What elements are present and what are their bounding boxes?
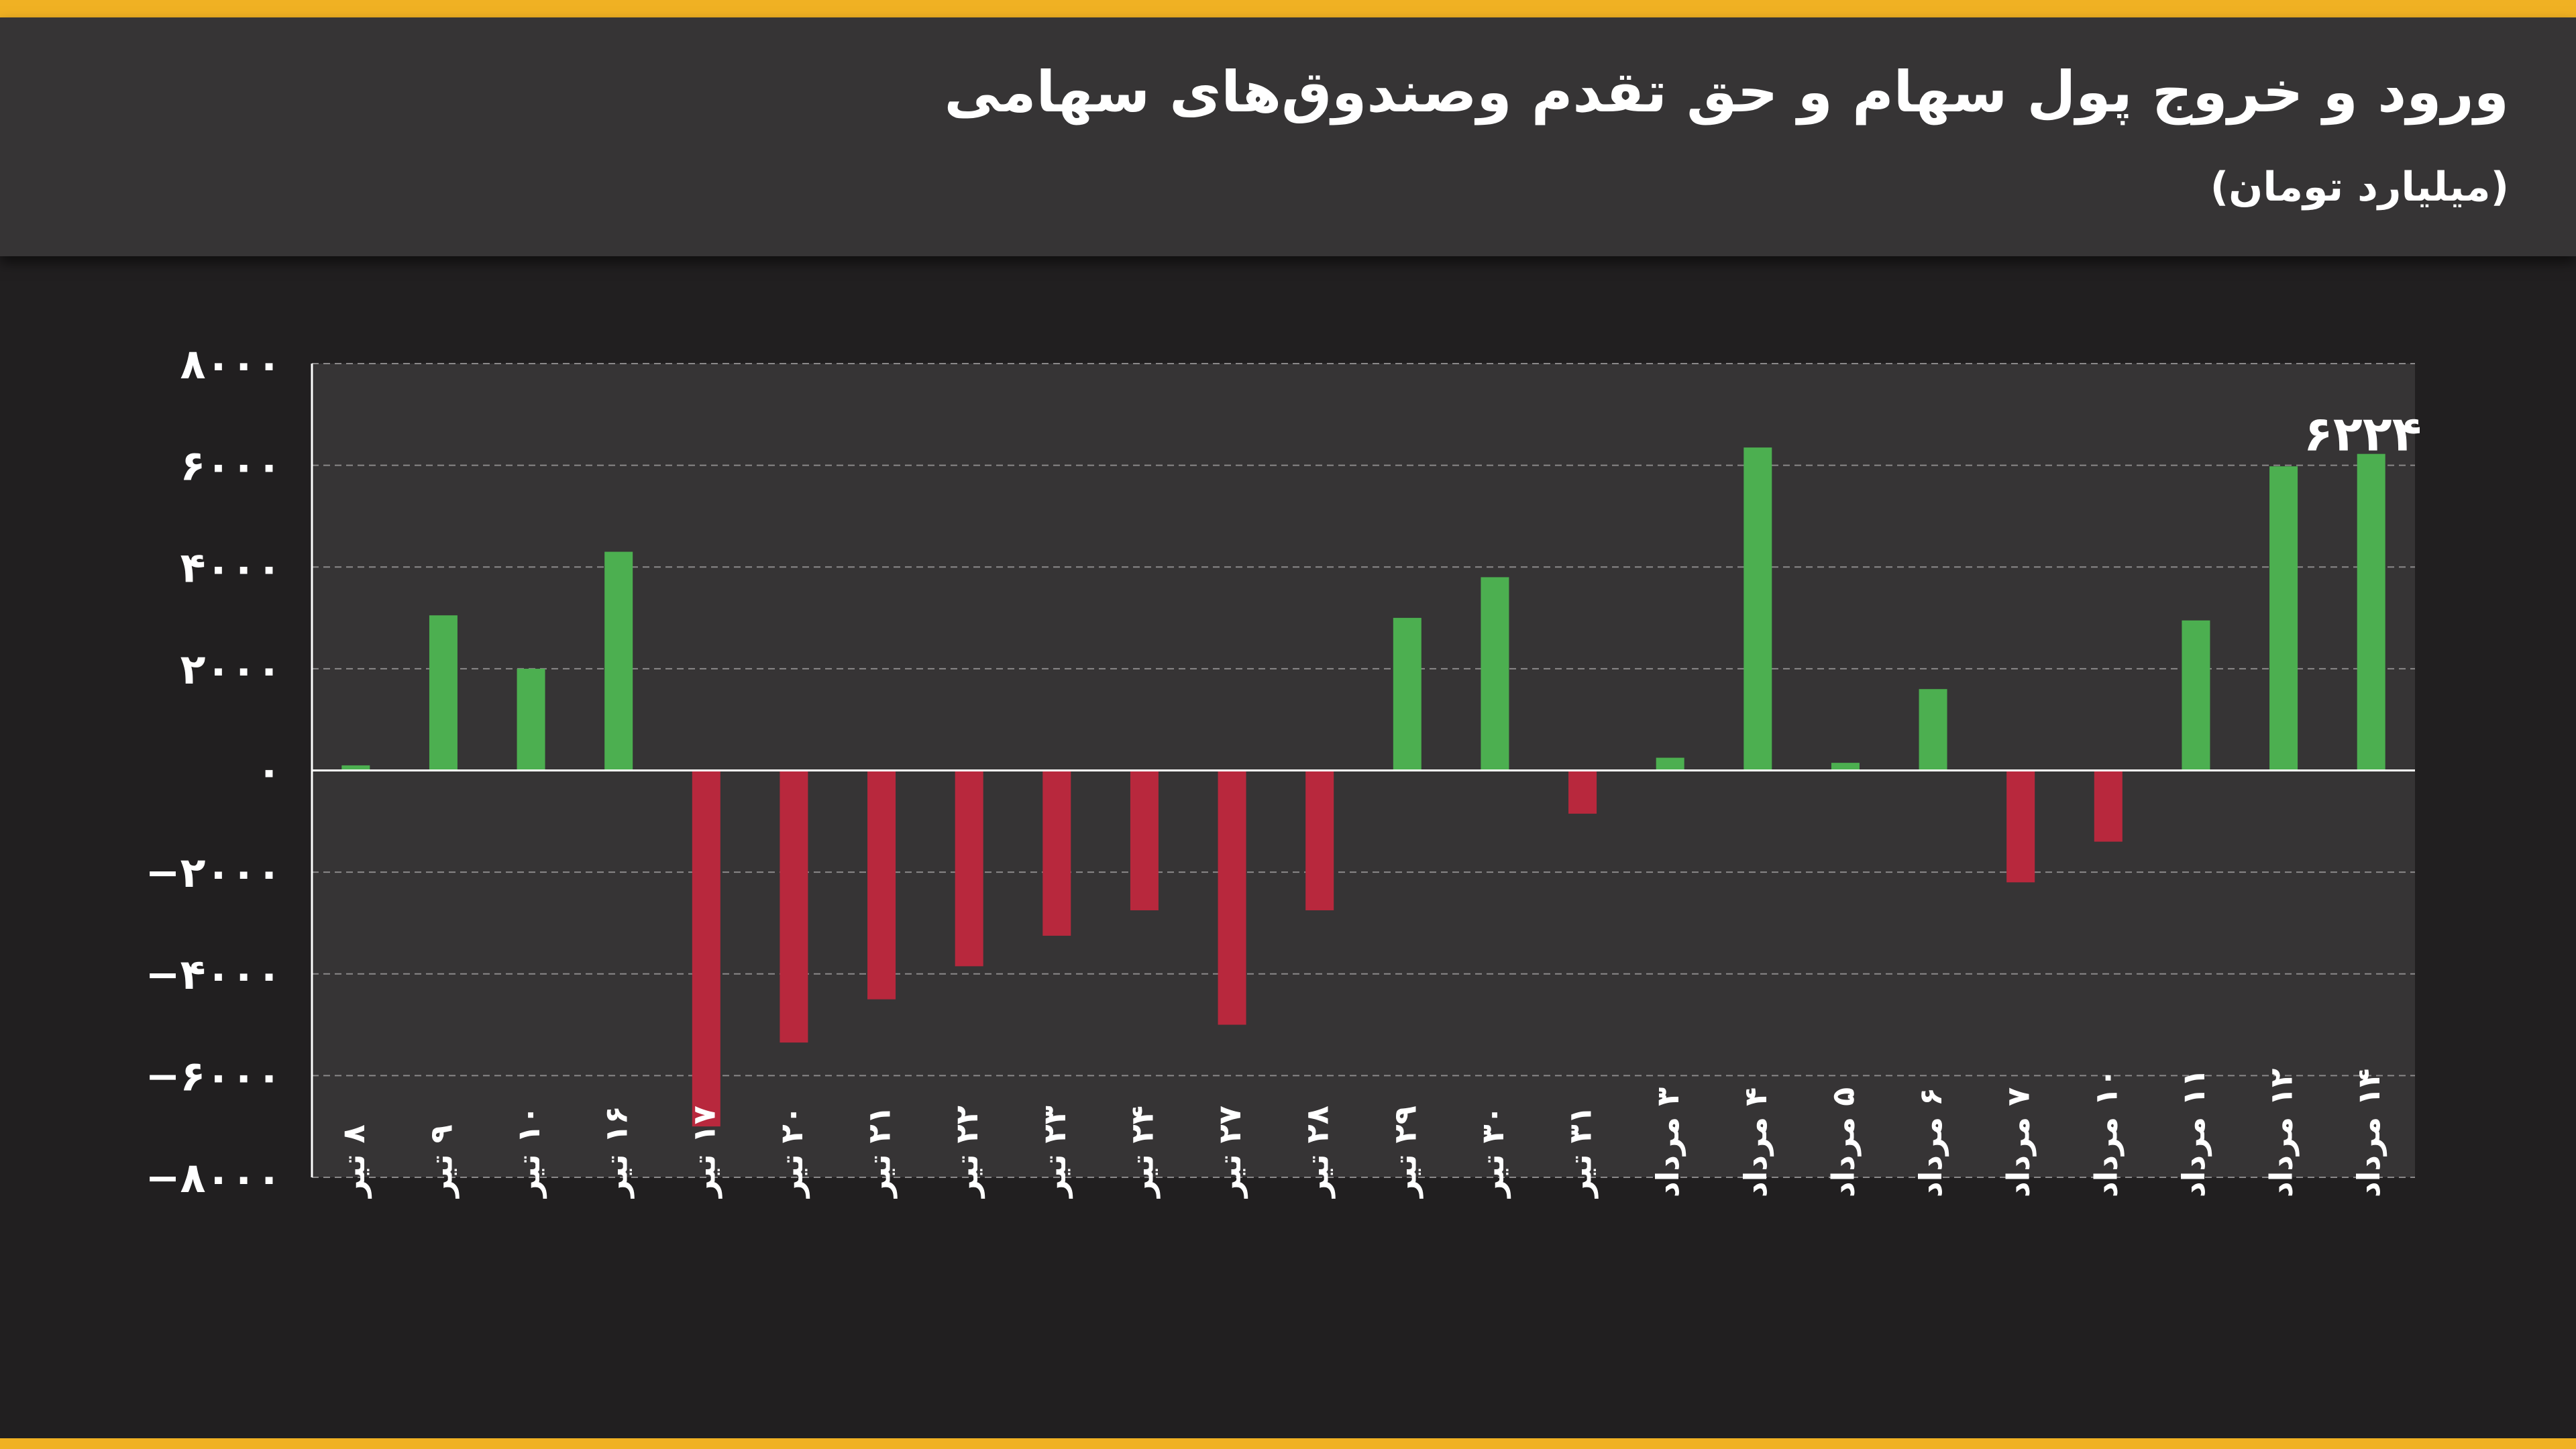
bar-chart: ۸۰۰۰ ۶۰۰۰ ۴۰۰۰ ۲۰۰۰ ۰ −۲۰۰۰ −۴۰۰۰ −۶۰۰۰ −۸۰۰۰ ۸ ت… [146,339,2422,1202]
chart-header: ورود و خروج پول سهام و حق تقدم وصندوق‌ها… [0,17,2576,256]
x-tick-label: ۳ مرداد [1650,1087,1686,1197]
bar [1393,618,1421,771]
bar [2094,770,2123,842]
bar [1568,770,1597,814]
x-tick-label: ۲۳ تیر [1036,1106,1073,1199]
bar [341,765,370,771]
bar [2182,620,2210,771]
bottom-accent-bar [0,1438,2576,1449]
x-tick-label: ۱۶ تیر [598,1106,635,1199]
bar [1481,577,1509,771]
x-tick-label: ۷ مرداد [2000,1087,2037,1197]
y-tick-label: ۲۰۰۰ [180,645,282,694]
y-tick-label: −۲۰۰۰ [146,848,282,897]
x-tick-label: ۱۰ تیر [511,1106,547,1199]
x-tick-label: ۲۱ تیر [861,1106,898,1199]
y-tick-label: −۶۰۰۰ [146,1051,282,1100]
bar [867,770,896,1000]
bar [1919,689,1947,771]
bar [429,615,458,771]
x-tick-label: ۱۲ مرداد [2263,1069,2300,1197]
bar [1218,770,1246,1025]
y-tick-label: ۰ [256,747,282,796]
y-tick-label: ۶۰۰۰ [180,441,282,490]
bar [692,770,720,1127]
bar [517,668,545,771]
chart-subtitle: (میلیارد تومان) [2210,164,2509,211]
x-tick-label: ۱۷ تیر [686,1106,722,1199]
x-tick-label: ۲۰ تیر [773,1106,810,1199]
x-tick-label: ۲۷ تیر [1212,1106,1248,1199]
x-tick-label: ۶ مرداد [1913,1087,1949,1197]
bar [1305,770,1334,910]
x-tick-label: ۳۰ تیر [1474,1106,1511,1199]
x-tick-label: ۲۹ تیر [1387,1106,1423,1199]
bar [1042,770,1071,936]
bar [780,770,808,1043]
y-tick-label: −۴۰۰۰ [146,950,282,999]
bar [2269,466,2298,771]
y-tick-label: ۴۰۰۰ [180,543,282,592]
x-tick-label: ۹ تیر [423,1124,459,1199]
x-tick-label: ۴ مرداد [1737,1087,1774,1197]
y-tick-label: ۸۰۰۰ [180,339,282,388]
x-tick-label: ۲۲ تیر [949,1106,985,1199]
bar [2006,770,2035,883]
bar [2357,453,2385,771]
bar [1831,763,1860,771]
x-tick-label: ۲۸ تیر [1299,1106,1336,1199]
bar [955,770,983,967]
data-label: ۶۲۲۴ [2304,406,2422,462]
x-tick-label: ۳۱ تیر [1562,1106,1599,1199]
y-tick-label: −۸۰۰۰ [146,1153,282,1202]
top-accent-bar [0,0,2576,17]
x-tick-label: ۱۴ مرداد [2351,1069,2387,1197]
chart-title: ورود و خروج پول سهام و حق تقدم وصندوق‌ها… [944,59,2509,125]
x-tick-label: ۲۴ تیر [1124,1106,1160,1199]
bar [1130,770,1159,910]
bar [604,551,633,771]
bar [1743,447,1772,771]
x-tick-label: ۸ تیر [335,1124,372,1199]
bar [1656,757,1684,771]
x-tick-label: ۱۰ مرداد [2088,1069,2124,1197]
x-tick-label: ۱۱ مرداد [2176,1069,2212,1197]
x-tick-label: ۵ مرداد [1825,1087,1861,1197]
